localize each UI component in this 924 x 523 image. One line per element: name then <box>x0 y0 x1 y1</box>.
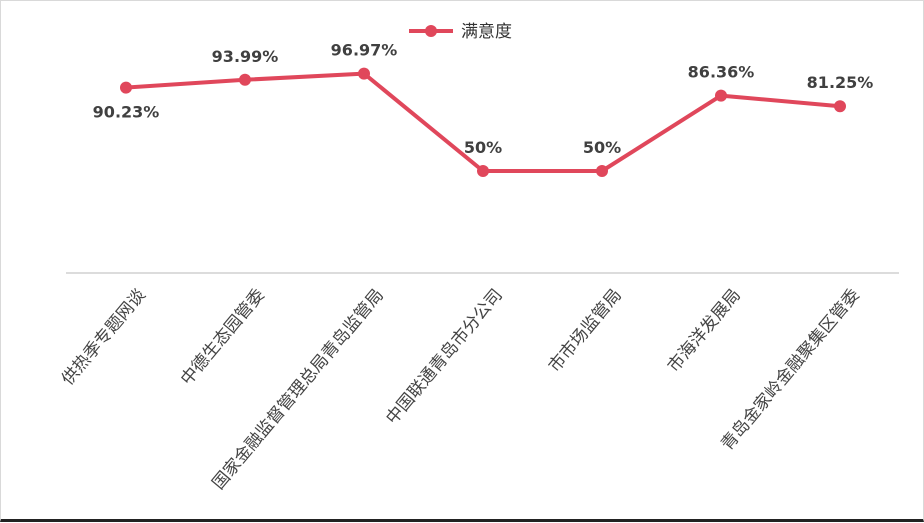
data-point-2 <box>358 67 370 80</box>
data-label-2: 96.97% <box>331 41 398 60</box>
legend-dot-marker <box>425 25 437 37</box>
category-label-4: 市市场监管局 <box>545 285 626 376</box>
data-point-3 <box>477 165 489 177</box>
plot-area: 90.23% 93.99% 96.97% 50% 50% 86.36% 81.25% 供热季专… <box>58 41 873 494</box>
legend-series-name: 满意度 <box>461 22 512 42</box>
data-label-1: 93.99% <box>212 47 279 66</box>
data-label-6: 81.25% <box>807 73 874 92</box>
data-point-0 <box>120 81 132 94</box>
data-point-4 <box>596 165 608 177</box>
data-label-5: 86.36% <box>688 63 755 82</box>
data-point-6 <box>834 100 846 113</box>
category-label-0: 供热季专题网谈 <box>58 285 150 389</box>
category-label-5: 市海洋发展局 <box>664 285 745 376</box>
legend: 满意度 <box>409 22 512 42</box>
data-label-0: 90.23% <box>93 103 160 122</box>
data-point-1 <box>239 73 251 86</box>
category-label-3: 中国联通青岛市分公司 <box>382 285 507 428</box>
category-label-1: 中德生态园管委 <box>177 285 269 389</box>
data-label-3: 50% <box>464 138 502 157</box>
data-point-5 <box>715 89 727 102</box>
data-label-4: 50% <box>583 138 621 157</box>
category-label-6: 青岛金家岭金融聚集区管委 <box>717 285 863 454</box>
